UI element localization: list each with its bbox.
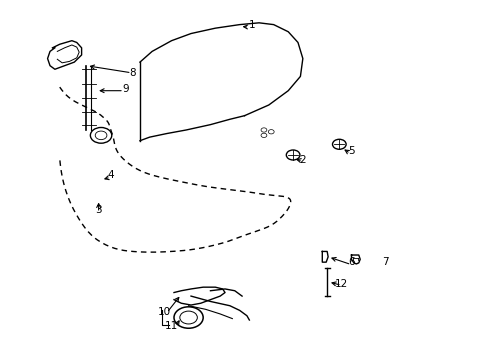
Text: 7: 7 bbox=[382, 257, 388, 267]
Text: 3: 3 bbox=[95, 205, 102, 215]
Text: 5: 5 bbox=[347, 147, 354, 157]
Text: 6: 6 bbox=[347, 257, 354, 267]
Text: 2: 2 bbox=[299, 156, 305, 165]
Text: 4: 4 bbox=[107, 170, 114, 180]
Text: 12: 12 bbox=[334, 279, 347, 289]
Text: 9: 9 bbox=[122, 84, 128, 94]
Text: 11: 11 bbox=[164, 321, 178, 332]
Text: 1: 1 bbox=[248, 19, 255, 30]
Text: 10: 10 bbox=[158, 307, 170, 317]
Text: 8: 8 bbox=[129, 68, 136, 78]
